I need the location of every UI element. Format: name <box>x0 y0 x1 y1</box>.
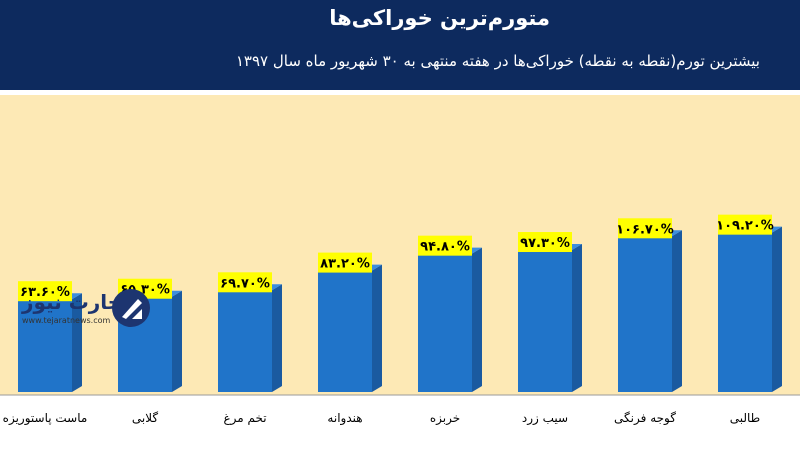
data-label-box <box>218 272 272 293</box>
bar-side <box>672 230 682 392</box>
data-label: ۸۳.۲۰% <box>320 257 370 272</box>
chart-header: متورم‌ترین خوراکی‌ها بیشترین تورم(نقطه ب… <box>0 0 800 90</box>
data-label: ۹۴.۸۰% <box>420 240 470 255</box>
data-label-box <box>518 232 572 253</box>
category-label: هندوانه <box>327 411 362 426</box>
bar <box>18 299 72 392</box>
category-label: تخم مرغ <box>223 411 266 426</box>
bar <box>718 232 772 392</box>
data-label-box <box>418 235 472 256</box>
logo-mark-icon <box>112 289 150 327</box>
chart-subtitle: بیشترین تورم(نقطه به نقطه) خوراکی‌ها در … <box>235 52 760 70</box>
logo-text: تجارت نیوز <box>22 290 130 314</box>
data-label: ۹۷.۳۰% <box>520 236 570 251</box>
bar-side <box>772 226 782 392</box>
category-label: سیب زرد <box>522 411 568 426</box>
data-label: ۶۹.۷۰% <box>220 276 270 291</box>
data-label-box <box>618 218 672 239</box>
data-label: ۶۳.۶۰% <box>20 285 70 300</box>
bar-chart: ۱۰۹.۲۰% طالبی ۱۰۶.۷۰% گوجه فرنگی ۹۷.۳۰% سیب ز… <box>0 95 800 426</box>
data-label-box <box>718 214 772 235</box>
bar-side <box>272 284 282 392</box>
logo-url: www.tejaratnews.com <box>22 316 111 325</box>
tejaratnews-logo: تجارت نیوز www.tejaratnews.com <box>10 286 150 332</box>
data-label-box <box>318 252 372 273</box>
chart-title: متورم‌ترین خوراکی‌ها <box>329 6 550 30</box>
data-label: ۱۰۹.۲۰% <box>716 219 774 234</box>
bar <box>218 290 272 392</box>
data-label-box <box>18 281 72 302</box>
bar <box>418 253 472 392</box>
bar-side <box>572 244 582 392</box>
bar-side <box>72 293 82 392</box>
category-label: خربزه <box>430 411 460 426</box>
data-label: ۱۰۶.۷۰% <box>616 222 674 237</box>
category-label: گلابی <box>132 411 159 425</box>
bar <box>618 236 672 392</box>
category-label: ماست پاستوریزه <box>3 411 88 426</box>
bar-side <box>372 264 382 392</box>
category-label: طالبی <box>730 411 761 425</box>
bar-side <box>472 247 482 392</box>
bar <box>518 250 572 392</box>
bar-side <box>172 290 182 392</box>
category-label: گوجه فرنگی <box>614 411 676 426</box>
bar <box>318 270 372 392</box>
